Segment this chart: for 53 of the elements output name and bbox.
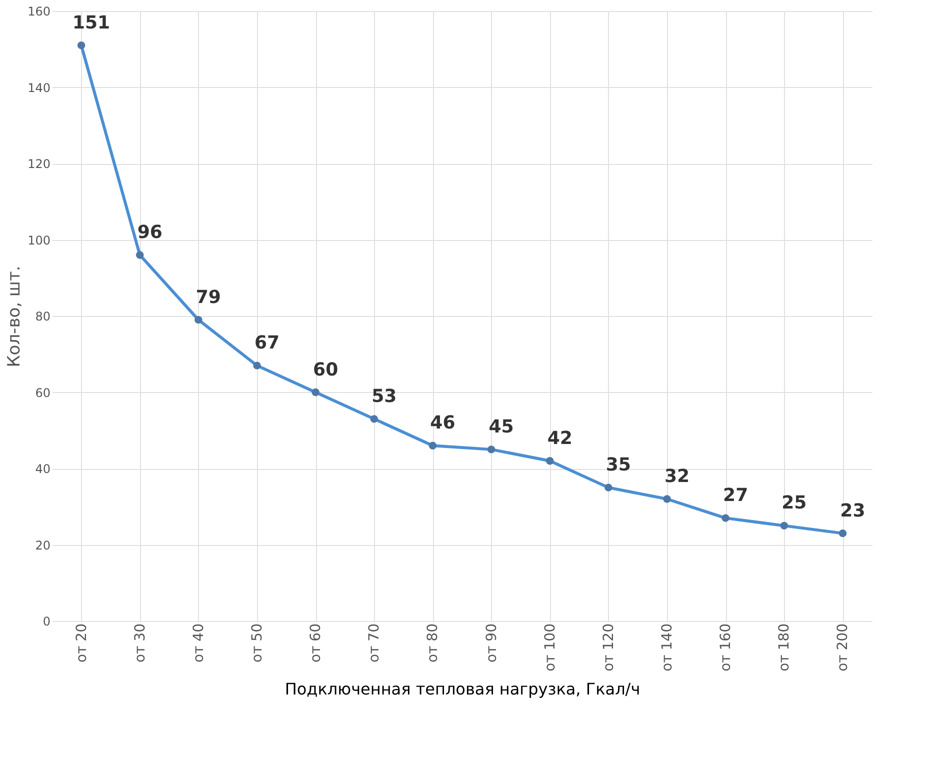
point: [780, 522, 788, 530]
data-label: 151: [72, 12, 110, 34]
point: [370, 415, 378, 423]
x-tick-label: от 30: [132, 624, 148, 662]
data-label: 23: [840, 500, 866, 522]
point: [722, 514, 730, 522]
x-axis-title: Подключенная тепловая нагрузка, Гкал/ч: [284, 679, 640, 698]
x-tick-label: от 200: [835, 624, 852, 672]
point: [838, 529, 847, 538]
y-tick-label: 100: [28, 233, 50, 248]
data-label: 60: [313, 359, 338, 380]
y-tick-label: 20: [35, 538, 50, 552]
data-label: 79: [196, 286, 221, 308]
x-tick-label: от 120: [600, 624, 617, 672]
point: [487, 446, 496, 454]
y-tick-label: 160: [28, 4, 50, 18]
y-axis-title: Кол-во, шт.: [4, 266, 25, 368]
x-tick-label: от 70: [366, 624, 383, 662]
point: [312, 388, 320, 396]
data-label: 45: [488, 416, 514, 438]
x-tick-label: от 140: [660, 624, 676, 672]
x-tick-label: от 60: [308, 624, 324, 662]
data-label: 67: [254, 332, 280, 354]
y-tick-label: 80: [35, 310, 50, 324]
data-label: 53: [372, 386, 397, 407]
x-tick-label: от 180: [776, 624, 793, 672]
y-tick-label: 140: [28, 80, 50, 95]
x-tick-label: от 160: [718, 624, 734, 672]
x-tick-label: от 20: [74, 624, 90, 662]
data-label: 25: [782, 492, 807, 514]
data-label: 27: [723, 485, 748, 506]
data-label: 42: [547, 428, 572, 449]
y-tick-label: 60: [35, 386, 50, 400]
x-tick-label: от 40: [190, 624, 207, 662]
x-tick-label: от 80: [425, 624, 442, 662]
data-label: 46: [430, 412, 456, 434]
x-tick-label: от 50: [250, 624, 266, 662]
point: [253, 362, 261, 370]
point: [663, 495, 671, 503]
y-tick-label: 120: [28, 157, 50, 171]
point: [194, 316, 202, 324]
x-tick-label: от 100: [542, 624, 558, 672]
point: [136, 251, 144, 259]
point: [77, 41, 86, 50]
data-label: 35: [606, 454, 631, 476]
x-tick-label: от 90: [484, 624, 500, 662]
data-label: 32: [664, 466, 690, 487]
y-tick-label: 0: [42, 614, 50, 628]
y-tick-label: 40: [35, 462, 50, 476]
point: [546, 457, 554, 465]
data-label: 96: [137, 222, 162, 243]
point: [428, 442, 437, 450]
point: [604, 484, 612, 492]
